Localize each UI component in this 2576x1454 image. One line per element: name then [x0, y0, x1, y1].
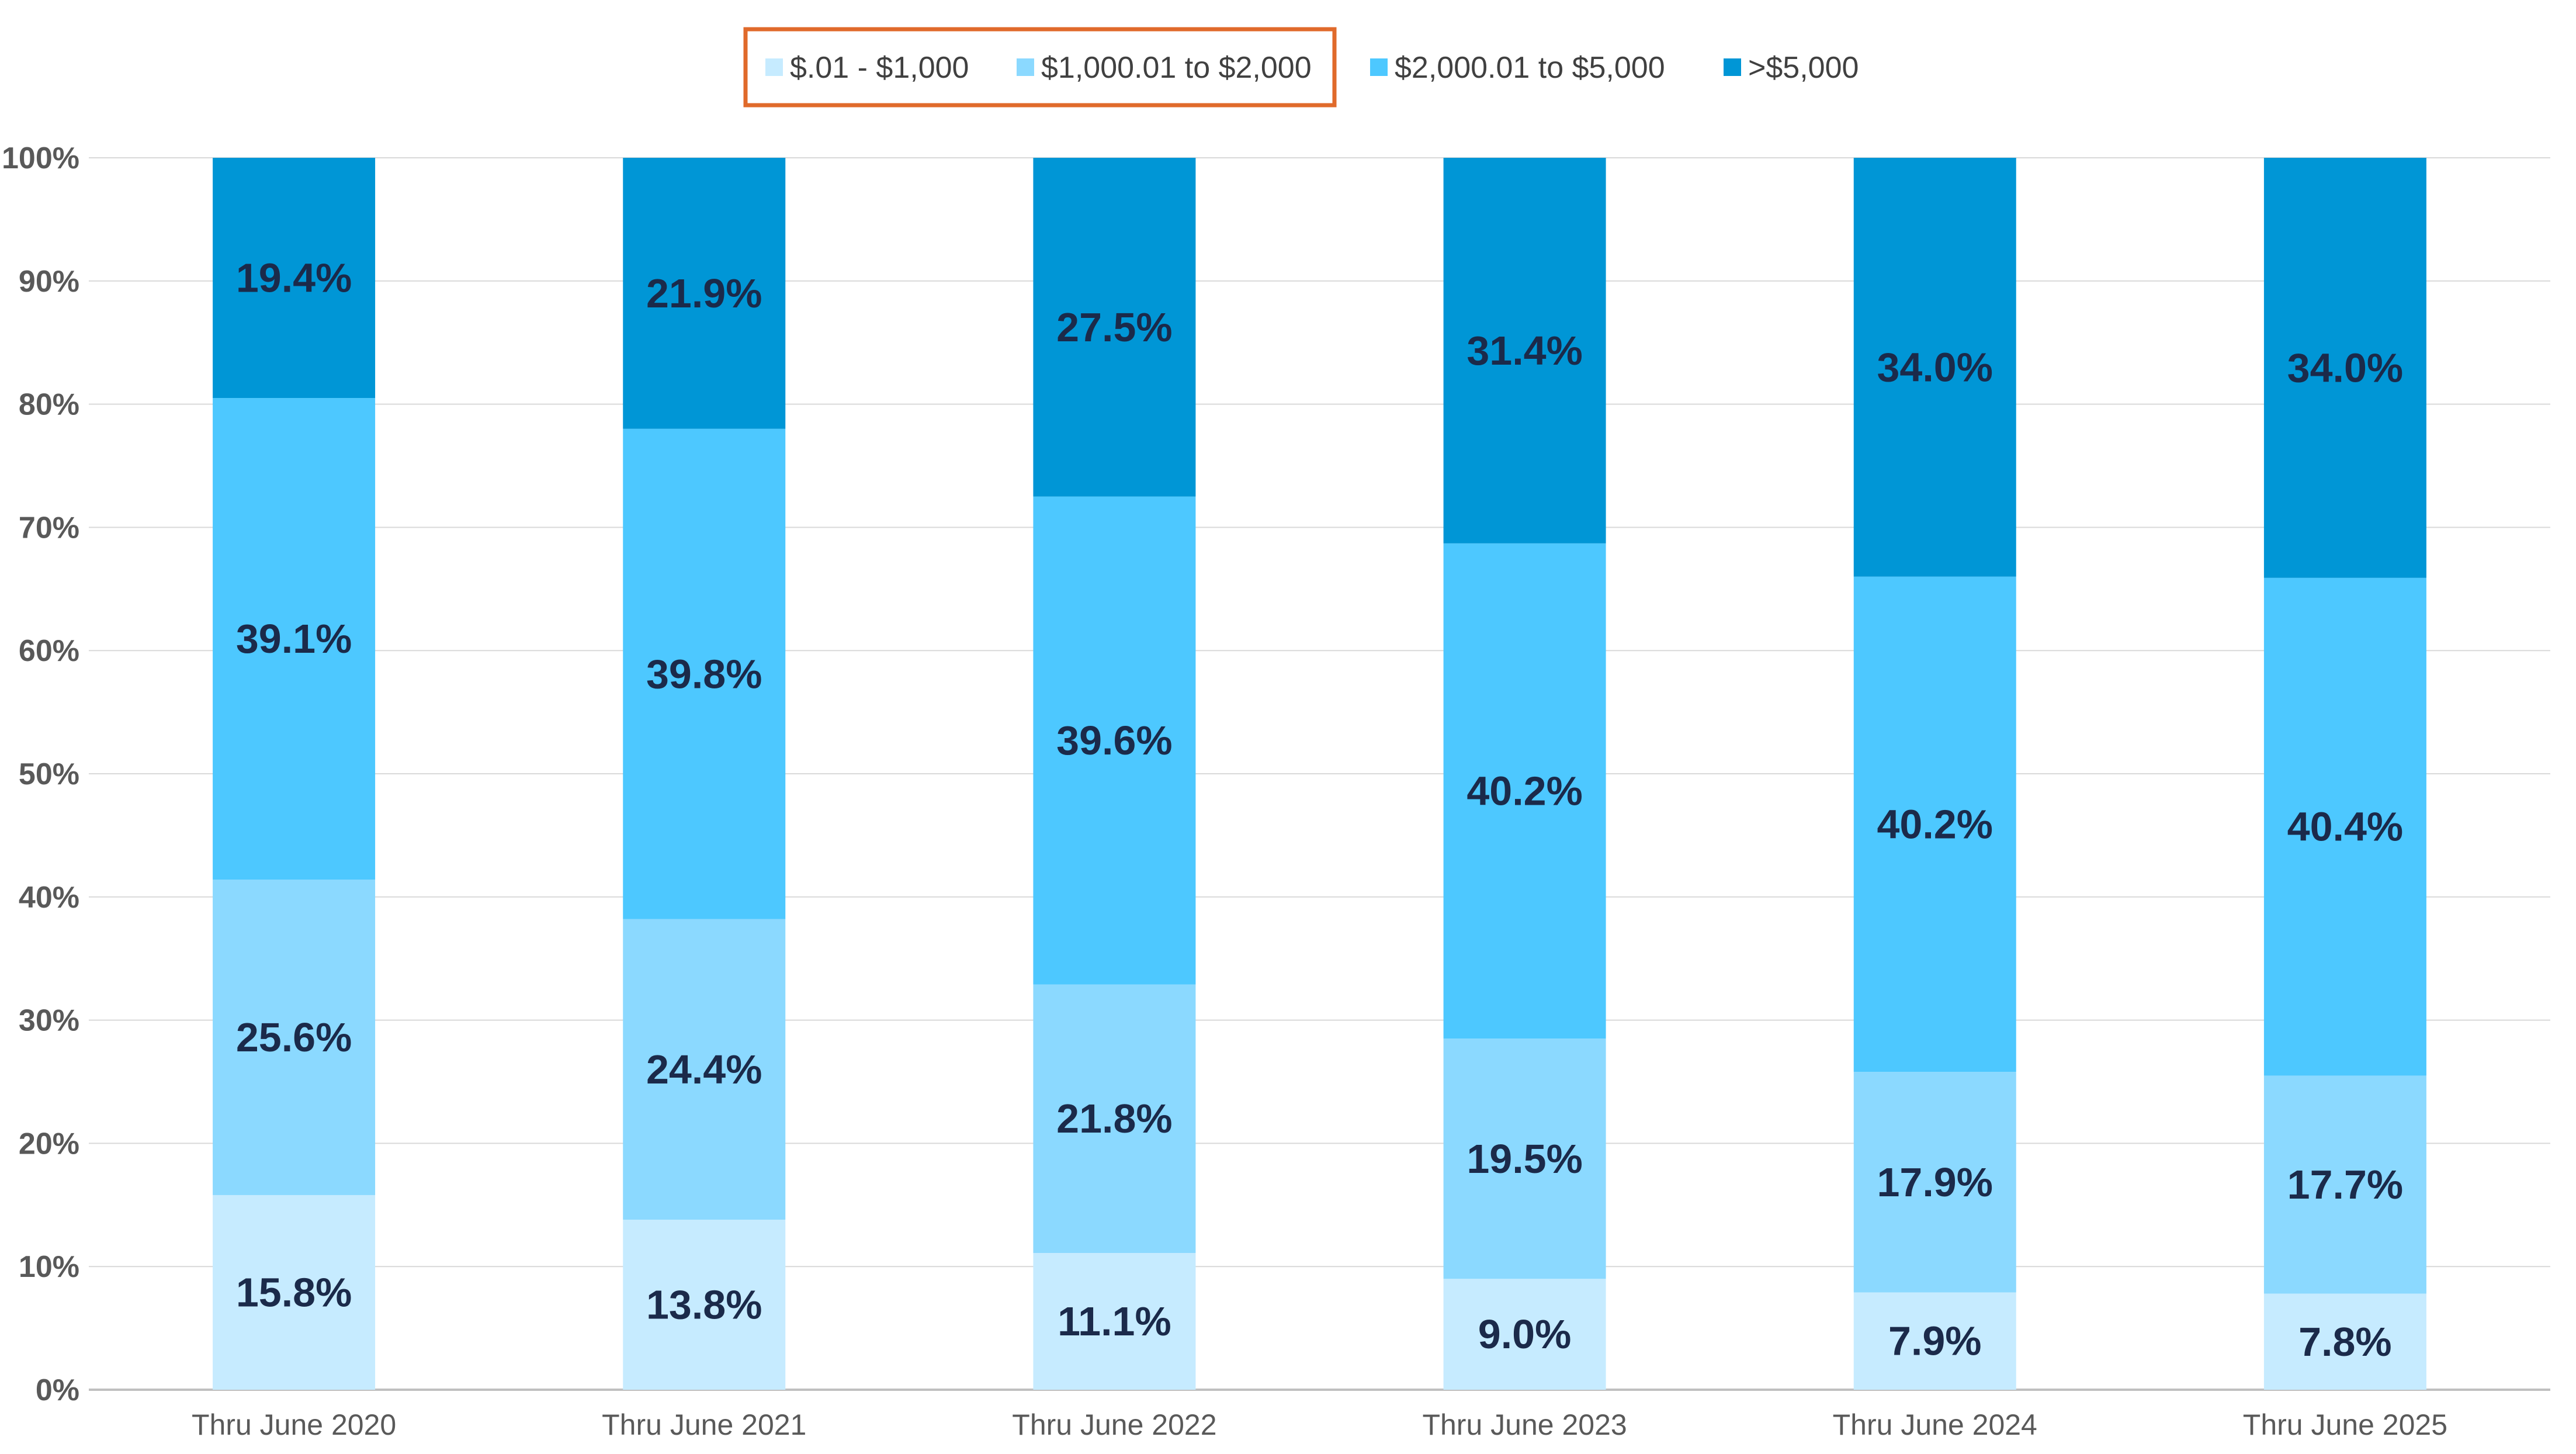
bar-segment [1853, 158, 2016, 577]
bar-segment [2263, 1293, 2426, 1390]
bar-segment [1443, 158, 1606, 543]
bar-segment [1033, 984, 1196, 1254]
data-label: 31.4% [1466, 328, 1582, 373]
data-label: 39.8% [646, 651, 762, 697]
y-tick-label: 80% [19, 388, 79, 422]
bar-segment [1853, 1292, 2016, 1390]
data-label: 7.8% [2298, 1319, 2392, 1365]
y-tick-label: 10% [19, 1250, 79, 1284]
y-tick-label: 20% [19, 1127, 79, 1161]
x-axis-ticks: Thru June 2020 Thru June 2021 Thru June 20… [192, 1408, 2447, 1441]
y-tick-label: 60% [19, 634, 79, 668]
data-label: 19.4% [236, 255, 352, 301]
bars [213, 158, 2426, 1390]
legend-label: $1,000.01 to $2,000 [1041, 51, 1312, 85]
data-labels: 15.8% 25.6% 39.1% 19.4% 13.8% 24.4% 39.8% 21.9%… [236, 255, 2403, 1365]
bar-segment [1443, 1279, 1606, 1390]
x-tick-label: Thru June 2025 [2243, 1408, 2447, 1441]
bar-segment [1853, 576, 2016, 1072]
legend-swatch [1017, 58, 1034, 76]
data-label: 17.9% [1877, 1159, 1993, 1205]
bar-segment [213, 158, 376, 399]
bar-segment [2263, 158, 2426, 578]
data-label: 40.2% [1466, 768, 1582, 814]
bar-segment [213, 1195, 376, 1390]
bar-segment [1853, 1072, 2016, 1293]
data-label: 21.9% [646, 271, 762, 316]
y-tick-label: 70% [19, 511, 79, 545]
bar-segment [213, 880, 376, 1195]
bar-segment [2263, 577, 2426, 1076]
data-label: 25.6% [236, 1015, 352, 1060]
data-label: 27.5% [1056, 304, 1172, 350]
data-label: 34.0% [1877, 344, 1993, 390]
legend-swatch [765, 58, 783, 76]
y-tick-label: 50% [19, 757, 79, 791]
bar-segment [623, 158, 786, 429]
data-label: 40.2% [1877, 801, 1993, 847]
bar-segment [623, 428, 786, 919]
bar-segment [2263, 1075, 2426, 1294]
y-tick-label: 0% [36, 1373, 79, 1407]
x-tick-label: Thru June 2021 [602, 1408, 806, 1441]
bar-segment [623, 919, 786, 1220]
data-label: 9.0% [1478, 1311, 1572, 1357]
bar-segment [1033, 496, 1196, 985]
y-tick-label: 40% [19, 881, 79, 915]
x-tick-label: Thru June 2023 [1422, 1408, 1627, 1441]
legend-label: $2,000.01 to $5,000 [1395, 51, 1665, 85]
bar-segment [623, 1220, 786, 1390]
data-label: 24.4% [646, 1047, 762, 1092]
bar-segment [213, 398, 376, 880]
legend-swatch [1724, 58, 1741, 76]
data-label: 13.8% [646, 1282, 762, 1328]
data-label: 17.7% [2287, 1162, 2403, 1207]
data-label: 15.8% [236, 1269, 352, 1315]
x-tick-label: Thru June 2022 [1012, 1408, 1216, 1441]
bar-segment [1443, 543, 1606, 1039]
data-label: 7.9% [1888, 1318, 1982, 1364]
y-tick-label: 30% [19, 1004, 79, 1038]
y-tick-label: 100% [2, 141, 79, 175]
legend-highlight-box [743, 27, 1337, 108]
data-label: 19.5% [1466, 1136, 1582, 1182]
legend-label: $.01 - $1,000 [790, 51, 969, 85]
legend-swatch [1370, 58, 1388, 76]
legend: $.01 - $1,000 $1,000.01 to $2,000 $2,000.0… [743, 27, 1859, 108]
data-label: 11.1% [1058, 1299, 1171, 1344]
y-tick-label: 90% [19, 265, 79, 299]
data-label: 39.1% [236, 616, 352, 662]
bar-segment [1033, 1253, 1196, 1390]
data-label: 34.0% [2287, 345, 2403, 390]
x-tick-label: Thru June 2020 [192, 1408, 396, 1441]
x-tick-label: Thru June 2024 [1833, 1408, 2037, 1441]
data-label: 39.6% [1056, 718, 1172, 763]
gridlines [89, 157, 2550, 1391]
legend-label: >$5,000 [1748, 51, 1859, 85]
bar-segment [1033, 158, 1196, 497]
data-label: 21.8% [1056, 1096, 1172, 1141]
data-label: 40.4% [2287, 804, 2403, 850]
y-axis-ticks: 0% 10% 20% 30% 40% 50% 60% 70% 80% 90% 100% [2, 141, 79, 1407]
bar-segment [1443, 1038, 1606, 1279]
